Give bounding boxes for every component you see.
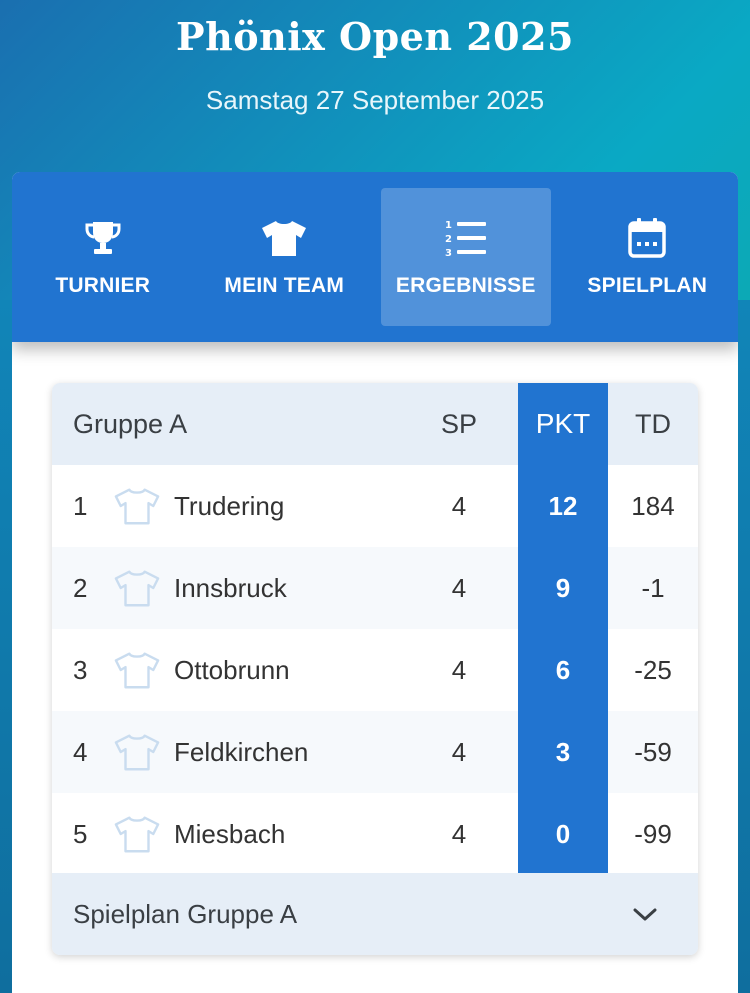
group-title: Gruppe A — [73, 408, 188, 439]
rank: 5 — [73, 818, 88, 849]
shirt-icon — [106, 732, 168, 772]
ranked-list-icon: 1 2 3 — [444, 216, 488, 260]
tab-label: TURNIER — [55, 274, 151, 297]
table-row[interactable]: 5 Miesbach 4 0 -99 — [52, 793, 698, 875]
games-played: 4 — [451, 818, 467, 849]
calendar-icon — [627, 216, 667, 260]
schedule-group-toggle[interactable]: Spielplan Gruppe A — [52, 873, 698, 955]
tab-spielplan[interactable]: SPIELPLAN — [563, 188, 733, 326]
event-date: Samstag 27 September 2025 — [205, 85, 545, 115]
points: 0 — [518, 793, 608, 875]
team-name: Ottobrunn — [174, 654, 290, 685]
table-row[interactable]: 1 Trudering 4 12 184 — [52, 465, 698, 547]
standings-header-row: Gruppe A SP PKT TD — [52, 383, 698, 465]
page-title: Phönix Open 2025 — [176, 14, 574, 59]
shirt-icon — [106, 814, 168, 854]
games-played: 4 — [451, 736, 467, 767]
standings-card: Gruppe A SP PKT TD 1 Trudering 4 12 184 … — [52, 383, 698, 955]
games-played: 4 — [451, 572, 467, 603]
points: 3 — [518, 711, 608, 793]
shirt-icon — [260, 216, 308, 260]
points: 6 — [518, 629, 608, 711]
table-row[interactable]: 4 Feldkirchen 4 3 -59 — [52, 711, 698, 793]
point-difference: -99 — [634, 818, 672, 849]
rank: 1 — [73, 490, 88, 521]
tab-ergebnisse[interactable]: 1 2 3 ERGEBNISSE — [381, 188, 551, 326]
trophy-icon — [83, 216, 123, 260]
page-header: Phönix Open 2025 Samstag 27 September 20… — [0, 0, 750, 116]
team-name: Innsbruck — [174, 572, 287, 603]
svg-text:3: 3 — [445, 248, 452, 258]
column-header-pkt: PKT — [518, 383, 608, 465]
games-played: 4 — [451, 490, 467, 521]
shirt-icon — [106, 486, 168, 526]
main-panel: TURNIER MEIN TEAM 1 2 3 ERGEBN — [12, 172, 738, 993]
tab-label: MEIN TEAM — [224, 274, 345, 297]
tab-bar: TURNIER MEIN TEAM 1 2 3 ERGEBN — [12, 172, 738, 342]
schedule-group-label: Spielplan Gruppe A — [73, 898, 298, 929]
points: 12 — [518, 465, 608, 547]
team-name: Miesbach — [174, 818, 286, 849]
point-difference: -25 — [634, 654, 672, 685]
point-difference: -1 — [641, 572, 665, 603]
rank: 4 — [73, 736, 88, 767]
point-difference: 184 — [631, 490, 675, 521]
chevron-down-icon — [632, 899, 658, 930]
shirt-icon — [106, 650, 168, 690]
svg-text:2: 2 — [445, 234, 452, 245]
rank: 3 — [73, 654, 88, 685]
column-header-td: TD — [635, 408, 671, 439]
shirt-icon — [106, 568, 168, 608]
rank: 2 — [73, 572, 88, 603]
team-name: Trudering — [174, 490, 285, 521]
points: 9 — [518, 547, 608, 629]
tab-mein-team[interactable]: MEIN TEAM — [200, 188, 370, 326]
svg-text:1: 1 — [445, 220, 452, 231]
team-name: Feldkirchen — [174, 736, 309, 767]
tab-turnier[interactable]: TURNIER — [18, 188, 188, 326]
games-played: 4 — [451, 654, 467, 685]
point-difference: -59 — [634, 736, 672, 767]
tab-label: SPIELPLAN — [587, 274, 708, 297]
table-row[interactable]: 3 Ottobrunn 4 6 -25 — [52, 629, 698, 711]
column-header-sp: SP — [440, 408, 478, 439]
tab-label: ERGEBNISSE — [395, 274, 536, 297]
table-row[interactable]: 2 Innsbruck 4 9 -1 — [52, 547, 698, 629]
